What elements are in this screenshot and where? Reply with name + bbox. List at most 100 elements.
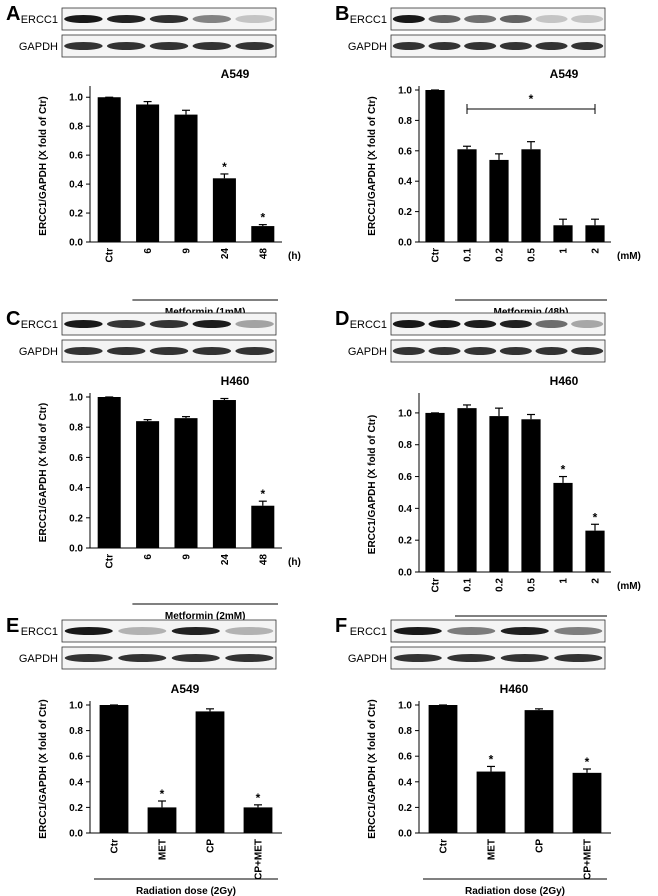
y-tick-label: 0.8 <box>398 726 412 737</box>
blot-band <box>428 320 461 328</box>
panel: E ERCC1 GAPDH 0.0 0.2 0.4 0.6 0.8 1.0 ERCC1/GAPDH… <box>6 615 282 896</box>
chart-title: A549 <box>221 67 250 81</box>
x-tick-label: 48 <box>258 248 269 260</box>
bar <box>457 408 477 572</box>
blot-band <box>554 654 603 662</box>
blot-label: ERCC1 <box>21 14 58 26</box>
x-tick-label: 0.1 <box>463 578 474 592</box>
y-tick-label: 0.4 <box>398 177 412 188</box>
y-tick-label: 0.4 <box>398 777 412 788</box>
blot-band <box>500 654 549 662</box>
x-tick-label: 9 <box>182 554 193 560</box>
x-unit: (h) <box>288 557 301 568</box>
x-tick-label: 0.5 <box>527 248 538 262</box>
blot-band <box>571 320 604 328</box>
y-tick-label: 0.0 <box>69 238 83 249</box>
x-tick-label: Ctr <box>105 248 116 263</box>
bar <box>195 711 225 833</box>
y-tick-label: 0.6 <box>69 151 83 162</box>
bar <box>521 419 541 572</box>
chart-title: A549 <box>171 682 200 696</box>
x-tick-label: 0.2 <box>495 578 506 592</box>
blot-band <box>393 627 442 635</box>
x-axis-label: Metformin (2mM) <box>165 611 246 622</box>
x-tick-label: 24 <box>220 554 231 566</box>
blot-band <box>171 654 220 662</box>
blot-band <box>499 347 532 355</box>
blot-band <box>571 42 604 50</box>
y-tick-label: 1.0 <box>69 393 83 404</box>
x-axis-label: Metformin (1mM) <box>165 307 246 318</box>
x-tick-label: 1 <box>559 578 570 584</box>
bar <box>585 530 605 572</box>
bar <box>425 412 445 572</box>
blot-band <box>106 347 146 355</box>
blot-band <box>393 654 442 662</box>
y-tick-label: 0.2 <box>398 536 412 547</box>
blot-band <box>535 347 568 355</box>
x-axis-label: Radiation dose (2Gy) <box>465 886 565 896</box>
chart-title: A549 <box>550 67 579 81</box>
y-tick-label: 0.8 <box>69 726 83 737</box>
significance-mark: * <box>222 160 227 174</box>
blot-band <box>392 15 425 23</box>
blot-band <box>192 320 232 328</box>
significance-mark: * <box>593 510 598 524</box>
y-tick-label: 0.8 <box>69 122 83 133</box>
y-tick-label: 0.0 <box>398 238 412 249</box>
blot-band <box>225 654 274 662</box>
blot-band <box>535 15 568 23</box>
chart-title: H460 <box>550 374 579 388</box>
x-tick-label: Ctr <box>105 554 116 569</box>
blot-band <box>392 347 425 355</box>
y-tick-label: 0.0 <box>398 568 412 579</box>
panel-letter: C <box>6 308 20 330</box>
blot-frame <box>390 7 606 31</box>
blot-band <box>428 15 461 23</box>
y-axis-label: ERCC1/GAPDH (X fold of Ctr) <box>367 96 378 235</box>
blot-band <box>106 15 146 23</box>
bar <box>251 505 275 548</box>
x-tick-label: 0.5 <box>527 578 538 592</box>
y-tick-label: 1.0 <box>69 701 83 712</box>
y-tick-label: 0.4 <box>69 777 83 788</box>
x-tick-label: MET <box>487 839 498 860</box>
x-tick-label: 9 <box>182 248 193 254</box>
bar <box>585 225 605 242</box>
bar <box>136 104 160 242</box>
x-axis-label: Metformin (48h) <box>494 307 569 318</box>
significance-mark: * <box>561 463 566 477</box>
y-tick-label: 1.0 <box>398 408 412 419</box>
chart-title: H460 <box>221 374 250 388</box>
y-axis-label: ERCC1/GAPDH (X fold of Ctr) <box>38 699 49 838</box>
blot-frame <box>61 619 277 643</box>
blot-band <box>447 627 496 635</box>
x-tick-label: Ctr <box>431 578 442 593</box>
bar <box>553 225 573 242</box>
bar <box>425 90 445 242</box>
bar <box>97 397 121 548</box>
blot-band <box>535 320 568 328</box>
panel-letter: B <box>335 3 349 25</box>
blot-band <box>554 627 603 635</box>
x-tick-label: 6 <box>143 248 154 254</box>
bar <box>212 400 236 548</box>
x-tick-label: 2 <box>591 248 602 254</box>
blot-band <box>571 347 604 355</box>
blot-band <box>447 654 496 662</box>
bar <box>572 772 602 833</box>
bar <box>212 178 236 242</box>
x-tick-label: Ctr <box>110 839 121 854</box>
x-tick-label: 0.1 <box>463 248 474 262</box>
y-tick-label: 0.0 <box>69 829 83 840</box>
blot-band <box>192 15 232 23</box>
bar <box>174 418 198 548</box>
panel-letter: A <box>6 3 20 25</box>
x-tick-label: CP <box>206 839 217 853</box>
y-tick-label: 1.0 <box>69 93 83 104</box>
blot-band <box>192 42 232 50</box>
panel-letter: E <box>6 615 19 637</box>
blot-band <box>499 320 532 328</box>
x-tick-label: 0.2 <box>495 248 506 262</box>
blot-band <box>535 42 568 50</box>
